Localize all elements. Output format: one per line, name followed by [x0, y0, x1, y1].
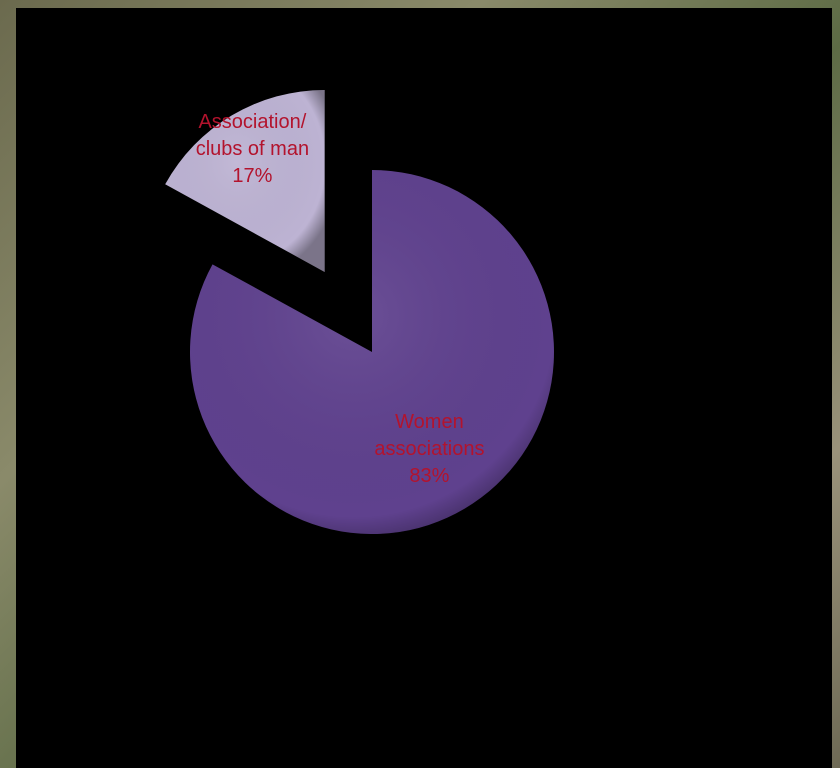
- slice-value-label: 83%: [409, 464, 450, 487]
- slice-label: Association/ clubs of man: [195, 111, 310, 161]
- slice-shade: [190, 170, 555, 534]
- slice-label: Women associations: [374, 410, 485, 460]
- slice-shade: [165, 89, 325, 272]
- slice-value-label: 17%: [232, 165, 273, 188]
